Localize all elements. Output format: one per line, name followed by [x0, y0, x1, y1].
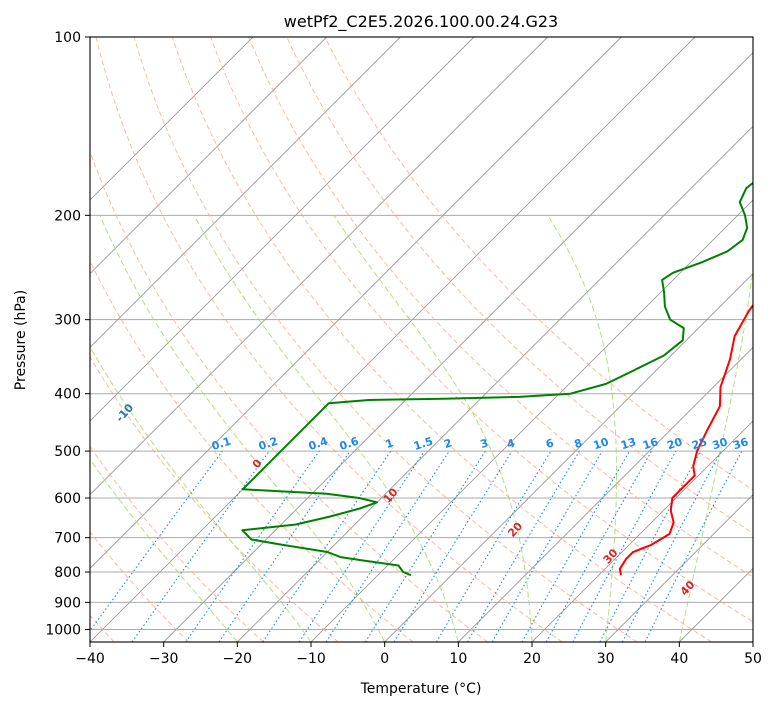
- y-tick-label: 400: [54, 387, 81, 403]
- mixing-ratio-label: 0.1: [210, 435, 233, 453]
- moist-adiabat-30: [547, 215, 617, 642]
- mixing-ratio-label: 1.5: [412, 435, 435, 453]
- mixing-ratio-label: 36: [731, 435, 750, 452]
- mixing-ratio-36: [644, 450, 743, 642]
- dry-adiabat--30: [90, 531, 190, 642]
- mixing-ratio-label: 13: [619, 435, 638, 452]
- mixing-ratio-1: [262, 450, 392, 642]
- dry-adiabat-10: [90, 150, 488, 642]
- dry-adiabat-30: [133, 37, 638, 642]
- mixing-ratio-20: [572, 450, 677, 642]
- moist-adiabat--20: [90, 458, 238, 642]
- isotherm--60: [90, 37, 548, 496]
- temperature-profile: [618, 303, 753, 576]
- plot-background: [90, 37, 753, 642]
- y-tick-label: 600: [54, 491, 81, 507]
- mixing-ratio-label: 30: [711, 435, 730, 452]
- y-tick-label: 500: [54, 444, 81, 460]
- x-tick-label: −20: [223, 651, 253, 667]
- background-lines: [90, 37, 753, 642]
- mixing-ratio-13: [521, 450, 630, 642]
- y-tick-label: 700: [54, 531, 81, 547]
- axes: −40 −30 −20 −10 0 10 20 30 40 5010020030040050060…: [45, 30, 762, 667]
- x-tick-label: 20: [523, 651, 541, 667]
- chart-title: wetPf2_C2E5.2026.100.00.24.G23: [284, 12, 558, 32]
- dry-adiabat-40: [171, 37, 712, 642]
- moist-adiabat-20: [333, 215, 533, 642]
- mixing-ratio-label: 3: [479, 436, 490, 451]
- plot-frame: [89, 36, 754, 643]
- mixing-ratio-label: 1: [384, 436, 395, 451]
- dry-adiabat-60: [248, 37, 753, 578]
- mixing-ratio-label: 16: [641, 435, 660, 452]
- mixing-ratio-label: 0.4: [307, 434, 330, 452]
- mixing-ratio-label: 25: [690, 435, 709, 452]
- y-tick-label: 100: [54, 30, 81, 46]
- moist-adiabat-10: [193, 215, 459, 642]
- dewpoint-profile: [241, 181, 753, 577]
- isotherm--50: [90, 37, 622, 569]
- isotherm--90: [90, 37, 327, 275]
- mixing-ratio-label: 2: [442, 436, 453, 451]
- x-tick-label: 50: [744, 651, 762, 667]
- isotherm-30: [605, 494, 753, 642]
- x-tick-label: −40: [75, 651, 105, 667]
- isotherm-10: [458, 346, 753, 642]
- mixing-ratio-label: 4: [505, 436, 517, 451]
- isotherm--70: [90, 37, 475, 422]
- isotherm-20: [531, 420, 753, 642]
- mixing-ratio-2: [325, 450, 450, 642]
- y-tick-label: 1000: [45, 622, 81, 638]
- mixing-ratio-label: 20: [665, 435, 684, 452]
- moist-adiabat-40: [678, 265, 753, 642]
- mixing-ratio-1.5: [298, 450, 425, 642]
- mixing-ratio-0.6: [218, 450, 351, 642]
- mixing-ratio-16: [545, 450, 653, 642]
- y-tick-label: 200: [54, 208, 81, 224]
- y-axis-label: Pressure (hPa): [13, 290, 29, 390]
- mixing-ratio-4: [393, 450, 513, 642]
- isotherm--100: [90, 37, 254, 201]
- y-tick-label: 300: [54, 313, 81, 329]
- mixing-ratio-label: 10: [592, 435, 611, 452]
- x-tick-label: −10: [296, 651, 326, 667]
- x-tick-label: −30: [149, 651, 179, 667]
- mixing-ratio-0.4: [185, 450, 320, 642]
- dry-adiabat-20: [95, 37, 563, 642]
- y-tick-label: 900: [54, 595, 81, 611]
- x-axis-label: Temperature (°C): [360, 681, 482, 697]
- mixing-ratio-label: 8: [573, 436, 584, 451]
- isotherm--10: [310, 199, 753, 642]
- data-lines: [241, 181, 753, 577]
- isotherm--20: [237, 125, 753, 642]
- mixing-ratio-0.2: [131, 450, 270, 642]
- mixing-ratio-label: 6: [544, 436, 556, 451]
- x-tick-label: 30: [597, 651, 615, 667]
- x-tick-label: 40: [670, 651, 688, 667]
- isotherm--40: [90, 37, 696, 642]
- isotherm-0: [384, 273, 753, 642]
- mixing-ratio-label: 0.6: [338, 434, 361, 452]
- mixing-ratio-0.1: [90, 450, 223, 632]
- x-tick-label: 0: [380, 651, 389, 667]
- moist-adiabat--10: [90, 345, 312, 642]
- dry-adiabat--10: [90, 356, 339, 642]
- y-tick-label: 800: [54, 565, 81, 581]
- dry-adiabat-80: [324, 37, 753, 491]
- dry-adiabat-50: [210, 37, 753, 623]
- mixing-ratio-label: 0.2: [257, 435, 280, 453]
- isotherm--80: [90, 37, 401, 348]
- x-tick-label: 10: [449, 651, 467, 667]
- dry-adiabat--20: [90, 445, 264, 642]
